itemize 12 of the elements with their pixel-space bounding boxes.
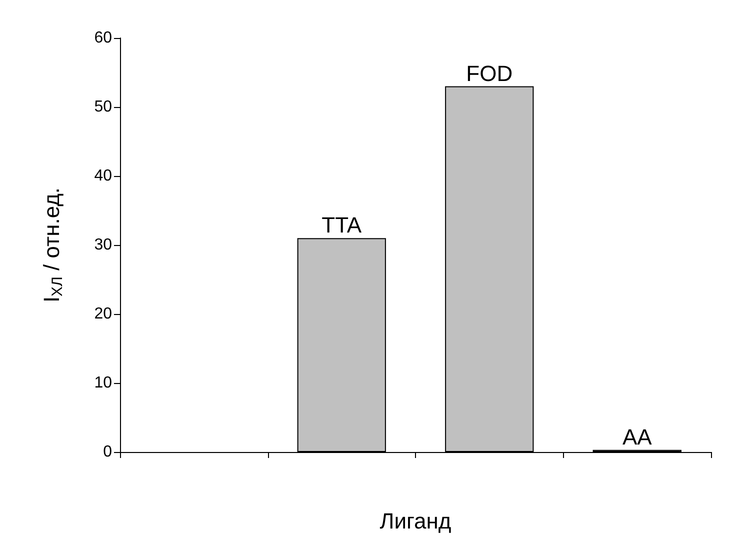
x-tick-label: TTA bbox=[322, 212, 362, 238]
y-axis-title: IХЛ / отн.ед. bbox=[39, 187, 66, 303]
x-tick-label: AA bbox=[622, 424, 652, 450]
y-tick-label: 40 bbox=[94, 168, 112, 184]
y-tick-label: 60 bbox=[94, 30, 112, 46]
x-tick-label: FOD bbox=[466, 60, 513, 86]
y-tick-label: 30 bbox=[94, 236, 112, 254]
y-tick-label: 10 bbox=[94, 374, 112, 392]
y-tick-label: 20 bbox=[94, 306, 112, 322]
y-tick-label: 50 bbox=[94, 98, 112, 116]
y-tick-label: 0 bbox=[103, 444, 112, 460]
x-axis-title: Лиганд bbox=[380, 508, 452, 534]
